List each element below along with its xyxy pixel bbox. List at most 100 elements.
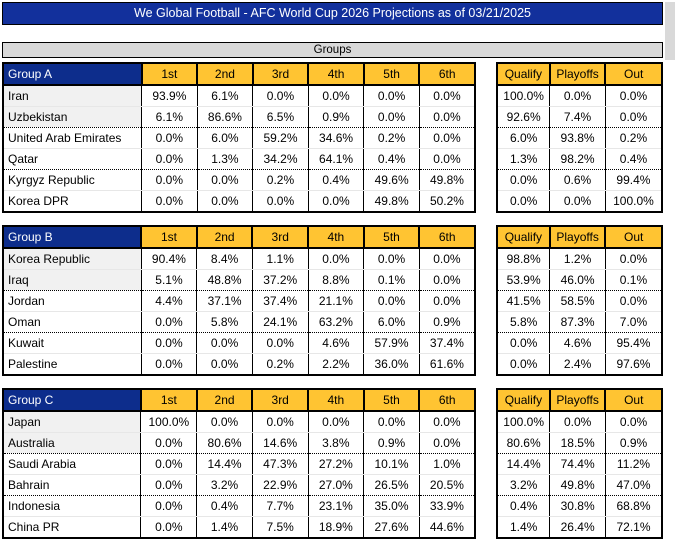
position-value-cell: 80.6% (196, 432, 253, 454)
result-value-cell: 100.0% (604, 190, 663, 212)
position-value-cell: 0.9% (418, 311, 476, 333)
position-header-cell: 5th (362, 225, 421, 249)
position-value-cell: 0.0% (418, 411, 476, 433)
result-value-cell: 5.8% (496, 311, 551, 333)
group-block: Group A 1st 2nd 3rd 4th 5th 6th Iran 93.9% 6.1% 0.… (2, 62, 663, 213)
position-value-cell: 0.0% (418, 127, 476, 149)
team-name-cell: Korea DPR (3, 190, 143, 212)
result-value-cell: 2.4% (549, 353, 606, 375)
position-value-cell: 37.4% (251, 290, 309, 312)
group-results-table: Qualify Playoffs Out 100.0% 0.0% 0.0% 92.6% 7.4… (496, 62, 663, 213)
result-value-cell: 100.0% (496, 411, 551, 433)
position-value-cell: 86.6% (196, 106, 254, 128)
position-value-cell: 36.0% (363, 353, 420, 375)
result-row: 100.0% 0.0% 0.0% (496, 411, 663, 433)
position-value-cell: 0.0% (418, 106, 476, 128)
position-value-cell: 8.4% (196, 248, 253, 270)
position-value-cell: 57.9% (363, 332, 420, 354)
result-value-cell: 99.4% (604, 169, 663, 191)
position-value-cell: 0.4% (196, 495, 253, 517)
result-header-cell: Qualify (496, 388, 551, 412)
position-value-cell: 1.4% (196, 516, 253, 538)
position-value-cell: 0.0% (418, 85, 476, 107)
position-header-cell: 1st (140, 225, 198, 249)
position-value-cell: 18.9% (307, 516, 365, 538)
position-value-cell: 24.1% (251, 311, 309, 333)
result-value-cell: 26.4% (549, 516, 606, 538)
result-value-cell: 58.5% (549, 290, 606, 312)
result-value-cell: 0.0% (496, 169, 551, 191)
result-value-cell: 0.0% (496, 190, 551, 212)
position-value-cell: 0.0% (307, 85, 365, 107)
position-value-cell: 64.1% (307, 148, 365, 170)
position-value-cell: 90.4% (140, 248, 198, 270)
result-row: 80.6% 18.5% 0.9% (496, 432, 663, 454)
team-row: Kyrgyz Republic 0.0% 0.0% 0.2% 0.4% 49.6% 49.8… (3, 169, 476, 191)
position-value-cell: 8.8% (307, 269, 365, 291)
position-value-cell: 0.0% (196, 190, 254, 212)
result-value-cell: 0.6% (549, 169, 606, 191)
position-value-cell: 3.8% (307, 432, 365, 454)
position-value-cell: 0.0% (140, 474, 198, 496)
team-row: Iran 93.9% 6.1% 0.0% 0.0% 0.0% 0.0% (3, 85, 476, 107)
result-value-cell: 6.0% (496, 127, 551, 149)
position-value-cell: 0.9% (307, 106, 365, 128)
groups-container: Group A 1st 2nd 3rd 4th 5th 6th Iran 93.9% 6.1% 0.… (1, 62, 663, 539)
team-name-cell: Palestine (3, 353, 142, 375)
team-name-cell: Korea Republic (3, 248, 142, 270)
result-value-cell: 0.4% (496, 495, 551, 517)
position-value-cell: 27.6% (363, 516, 420, 538)
position-value-cell: 6.5% (252, 106, 309, 128)
position-value-cell: 0.0% (140, 495, 198, 517)
position-value-cell: 61.6% (418, 353, 476, 375)
result-value-cell: 18.5% (549, 432, 606, 454)
team-name-cell: Bahrain (3, 474, 142, 496)
results-header-row: Qualify Playoffs Out (496, 225, 663, 249)
position-value-cell: 0.2% (251, 353, 309, 375)
result-row: 41.5% 58.5% 0.0% (496, 290, 663, 312)
result-row: 1.4% 26.4% 72.1% (496, 516, 663, 538)
result-value-cell: 0.0% (604, 248, 663, 270)
position-value-cell: 0.0% (363, 411, 420, 433)
position-value-cell: 48.8% (196, 269, 253, 291)
result-value-cell: 80.6% (496, 432, 551, 454)
result-value-cell: 0.1% (604, 269, 663, 291)
result-header-cell: Playoffs (548, 388, 607, 412)
team-row: Bahrain 0.0% 3.2% 22.9% 27.0% 26.5% 20.5% (3, 474, 476, 496)
position-header-cell: 3rd (251, 225, 310, 249)
result-value-cell: 47.0% (604, 474, 663, 496)
position-value-cell: 0.0% (196, 332, 253, 354)
result-value-cell: 0.0% (496, 332, 551, 354)
position-value-cell: 0.0% (418, 432, 476, 454)
result-value-cell: 7.4% (549, 106, 606, 128)
position-value-cell: 59.2% (252, 127, 309, 149)
group-positions-table: Group C 1st 2nd 3rd 4th 5th 6th Japan 100.0% 0.0%… (2, 388, 477, 539)
position-value-cell: 0.0% (363, 248, 420, 270)
position-value-cell: 6.0% (196, 127, 254, 149)
result-value-cell: 0.0% (496, 353, 551, 375)
position-value-cell: 5.1% (140, 269, 198, 291)
position-value-cell: 27.2% (307, 453, 365, 475)
result-value-cell: 98.2% (549, 148, 606, 170)
result-value-cell: 100.0% (496, 85, 551, 107)
position-value-cell: 47.3% (251, 453, 309, 475)
result-row: 5.8% 87.3% 7.0% (496, 311, 663, 333)
position-value-cell: 5.8% (196, 311, 253, 333)
position-header-cell: 3rd (251, 388, 310, 412)
position-value-cell: 49.6% (363, 169, 420, 191)
team-name-cell: China PR (3, 516, 142, 538)
result-value-cell: 0.4% (604, 148, 663, 170)
result-row: 0.0% 2.4% 97.6% (496, 353, 663, 375)
result-value-cell: 7.0% (604, 311, 663, 333)
position-value-cell: 0.4% (307, 169, 365, 191)
result-row: 1.3% 98.2% 0.4% (496, 148, 663, 170)
team-name-cell: Iraq (3, 269, 142, 291)
position-value-cell: 0.0% (140, 353, 198, 375)
position-header-cell: 6th (418, 225, 477, 249)
team-name-cell: Qatar (3, 148, 143, 170)
result-row: 0.4% 30.8% 68.8% (496, 495, 663, 517)
position-value-cell: 2.2% (307, 353, 365, 375)
team-name-cell: Saudi Arabia (3, 453, 142, 475)
results-header-row: Qualify Playoffs Out (496, 62, 663, 86)
team-row: Indonesia 0.0% 0.4% 7.7% 23.1% 35.0% 33.9% (3, 495, 476, 517)
